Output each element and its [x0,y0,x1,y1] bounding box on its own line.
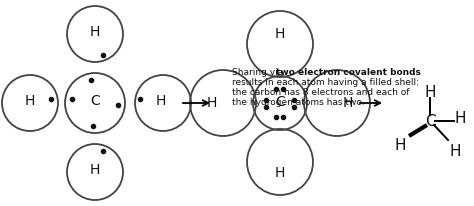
Text: H: H [424,84,436,99]
Text: Sharing via: Sharing via [232,68,286,77]
Text: the carbon has 8 electrons and each of: the carbon has 8 electrons and each of [232,88,410,97]
Text: C: C [275,95,285,109]
Text: H: H [275,166,285,180]
Text: H: H [343,96,353,110]
Text: C: C [90,94,100,108]
Text: H: H [449,144,461,158]
Text: H: H [275,27,285,41]
Text: H: H [90,163,100,177]
Text: the hydrogen atoms has two.: the hydrogen atoms has two. [232,98,365,107]
Text: two electron covalent bonds: two electron covalent bonds [276,68,421,77]
Text: H: H [394,138,406,153]
Text: H: H [207,96,217,110]
Text: results in each atom having a filled shell:: results in each atom having a filled she… [232,78,419,87]
Text: H: H [454,110,466,125]
Text: H: H [90,25,100,39]
Text: H: H [25,94,35,108]
Text: H: H [156,94,166,108]
Text: C: C [425,114,435,129]
